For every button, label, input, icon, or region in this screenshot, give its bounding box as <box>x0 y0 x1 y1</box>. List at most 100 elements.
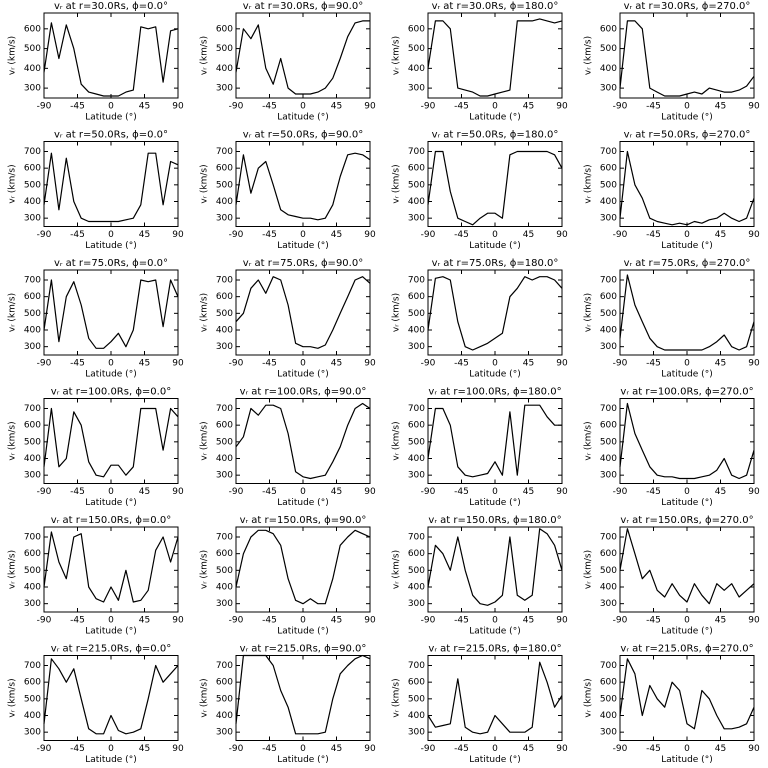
y-tick-label: 600 <box>600 24 617 34</box>
x-axis-label: Latitude (°) <box>85 755 136 765</box>
x-axis-label: Latitude (°) <box>661 755 712 765</box>
plot-frame <box>619 398 755 484</box>
x-tick-label: 0 <box>684 616 690 626</box>
y-tick-label: 400 <box>24 326 41 336</box>
y-tick-label: 500 <box>216 44 233 54</box>
x-tick-label: 90 <box>748 102 760 112</box>
plot-frame <box>427 269 563 356</box>
y-axis-label: vᵣ (km/s) <box>8 550 18 589</box>
y-axis-label: vᵣ (km/s) <box>584 36 594 75</box>
y-axis-label: vᵣ (km/s) <box>8 421 18 460</box>
y-tick-label: 400 <box>216 711 233 721</box>
y-tick-label: 300 <box>24 471 41 481</box>
y-tick-label: 300 <box>24 342 41 352</box>
y-axis-label: vᵣ (km/s) <box>200 550 210 589</box>
data-line <box>235 654 371 735</box>
y-tick-label: 500 <box>216 437 233 447</box>
y-tick-label: 700 <box>600 147 617 157</box>
y-tick-label: 600 <box>216 549 233 559</box>
x-tick-label: -90 <box>421 744 436 754</box>
data-line <box>43 279 179 349</box>
y-axis-label: vᵣ (km/s) <box>584 293 594 332</box>
x-tick-label: 45 <box>523 616 534 626</box>
data-line <box>43 531 179 603</box>
x-tick-label: 90 <box>364 487 376 497</box>
y-tick-label: 400 <box>216 583 233 593</box>
x-tick-label: -90 <box>229 359 244 369</box>
y-tick-label: 300 <box>600 471 617 481</box>
y-tick-label: 400 <box>408 326 425 336</box>
plot-frame <box>235 12 371 99</box>
y-axis-label: vᵣ (km/s) <box>200 678 210 717</box>
y-tick-label: 300 <box>408 214 425 224</box>
x-tick-label: -45 <box>454 230 469 240</box>
x-tick-label: -90 <box>229 487 244 497</box>
y-tick-label: 700 <box>600 276 617 286</box>
y-tick-label: 700 <box>216 661 233 671</box>
y-tick-label: 700 <box>216 147 233 157</box>
x-tick-label: -45 <box>646 744 661 754</box>
x-tick-label: 90 <box>556 487 568 497</box>
y-tick-label: 300 <box>600 214 617 224</box>
x-tick-label: -90 <box>613 230 628 240</box>
data-line <box>235 402 371 480</box>
y-tick-label: 300 <box>216 599 233 609</box>
x-axis-label: Latitude (°) <box>661 241 712 251</box>
x-tick-label: -90 <box>37 359 52 369</box>
data-line <box>427 661 563 735</box>
x-tick-label: 45 <box>523 744 534 754</box>
y-tick-label: 400 <box>408 711 425 721</box>
x-axis-label: Latitude (°) <box>469 241 520 251</box>
x-axis-label: Latitude (°) <box>661 370 712 380</box>
y-tick-label: 700 <box>408 147 425 157</box>
y-tick-label: 500 <box>600 180 617 190</box>
y-tick-label: 600 <box>216 24 233 34</box>
y-tick-label: 400 <box>24 64 41 74</box>
data-line <box>235 20 370 95</box>
x-axis-label: Latitude (°) <box>469 498 520 508</box>
y-tick-label: 700 <box>216 276 233 286</box>
x-tick-label: 0 <box>300 230 306 240</box>
chart-title: vᵣ at r=30.0Rs, ϕ=270.0° <box>624 1 751 12</box>
y-axis-label: vᵣ (km/s) <box>584 550 594 589</box>
x-tick-label: -45 <box>454 359 469 369</box>
chart-title: vᵣ at r=30.0Rs, ϕ=90.0° <box>243 1 363 12</box>
x-tick-label: -90 <box>613 744 628 754</box>
data-line <box>427 18 563 97</box>
y-tick-label: 300 <box>408 84 425 94</box>
x-tick-label: 0 <box>108 744 114 754</box>
plot-frame <box>619 141 755 227</box>
y-tick-label: 500 <box>216 694 233 704</box>
y-tick-label: 700 <box>216 404 233 414</box>
x-tick-label: 0 <box>300 616 306 626</box>
y-tick-label: 500 <box>408 437 425 447</box>
x-axis-label: Latitude (°) <box>469 113 520 123</box>
data-line <box>427 276 563 351</box>
x-tick-label: 90 <box>172 230 184 240</box>
x-tick-label: 45 <box>139 616 150 626</box>
x-axis-label: Latitude (°) <box>277 498 328 508</box>
y-tick-label: 300 <box>408 471 425 481</box>
y-tick-label: 400 <box>24 454 41 464</box>
x-tick-label: -45 <box>262 487 277 497</box>
x-tick-label: 0 <box>108 230 114 240</box>
x-axis-label: Latitude (°) <box>661 113 712 123</box>
x-tick-label: -45 <box>262 744 277 754</box>
x-tick-label: -90 <box>37 230 52 240</box>
x-tick-label: 45 <box>139 102 150 112</box>
x-tick-label: 45 <box>715 359 726 369</box>
chart-title: vᵣ at r=215.0Rs, ϕ=0.0° <box>51 644 171 655</box>
y-tick-label: 600 <box>408 421 425 431</box>
y-tick-label: 600 <box>216 292 233 302</box>
x-tick-label: -90 <box>37 487 52 497</box>
y-axis-label: vᵣ (km/s) <box>392 421 402 460</box>
x-tick-label: 0 <box>492 102 498 112</box>
x-tick-label: -90 <box>613 102 628 112</box>
y-tick-label: 600 <box>216 678 233 688</box>
x-axis-label: Latitude (°) <box>85 370 136 380</box>
data-line <box>43 152 179 223</box>
y-tick-label: 600 <box>24 421 41 431</box>
y-tick-label: 600 <box>24 292 41 302</box>
x-tick-label: -90 <box>613 487 628 497</box>
x-tick-label: -90 <box>37 102 52 112</box>
